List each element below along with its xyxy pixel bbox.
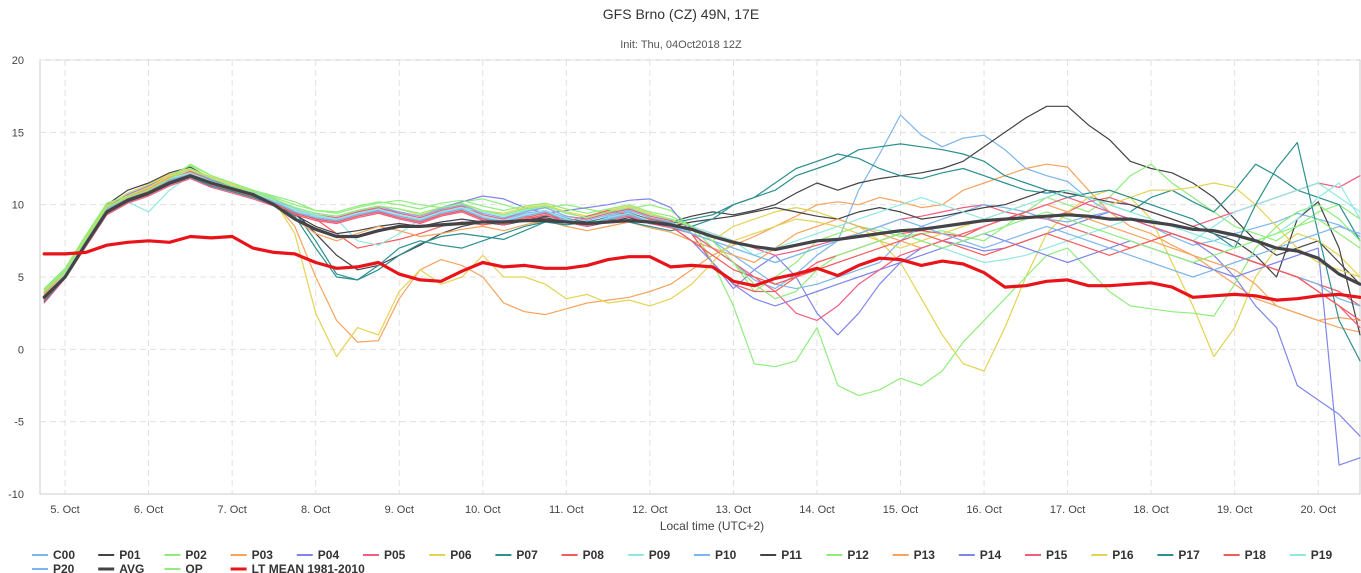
- legend-item-p06[interactable]: P06: [429, 548, 472, 562]
- x-tick-label: 15. Oct: [883, 504, 918, 516]
- legend-label: AVG: [119, 562, 144, 573]
- legend-item-p14[interactable]: P14: [958, 548, 1002, 562]
- legend-item-p01[interactable]: P01: [98, 548, 141, 562]
- x-tick-label: 11. Oct: [549, 504, 584, 516]
- legend-label: OP: [185, 562, 202, 573]
- legend-label: P06: [450, 548, 472, 562]
- legend-label: P16: [1112, 548, 1134, 562]
- x-tick-label: 10. Oct: [465, 504, 500, 516]
- legend-item-p04[interactable]: P04: [296, 548, 340, 562]
- legend-label: P15: [1046, 548, 1068, 562]
- legend-item-p10[interactable]: P10: [694, 548, 737, 562]
- legend-label: P11: [781, 548, 802, 562]
- series-line-p15: [43, 178, 1361, 329]
- legend-item-p09[interactable]: P09: [627, 548, 671, 562]
- legend-label: P01: [119, 548, 141, 562]
- legend[interactable]: C00 P01 P02 P03 P04 P05 P06 P07 P08 P09 P10 P11 P12 P…: [32, 548, 1332, 573]
- legend-item-p02[interactable]: P02: [164, 548, 207, 562]
- legend-item-p19[interactable]: P19: [1289, 548, 1333, 562]
- x-axis-title: Local time (UTC+2): [660, 519, 764, 533]
- chart-title: GFS Brno (CZ) 49N, 17E: [603, 6, 759, 22]
- x-tick-label: 19. Oct: [1217, 504, 1252, 516]
- legend-item-p08[interactable]: P08: [561, 548, 605, 562]
- x-tick-label: 7. Oct: [217, 504, 246, 516]
- legend-label: P05: [384, 548, 406, 562]
- legend-item-p16[interactable]: P16: [1091, 548, 1134, 562]
- legend-label: P02: [185, 548, 207, 562]
- x-tick-label: 18. Oct: [1133, 504, 1168, 516]
- legend-label: P09: [649, 548, 671, 562]
- series-line-avg: [42, 174, 1361, 299]
- legend-label: P04: [318, 548, 340, 562]
- x-tick-label: 5. Oct: [50, 504, 79, 516]
- legend-label: P03: [252, 548, 274, 562]
- legend-item-p20[interactable]: P20: [32, 562, 75, 573]
- legend-item-p05[interactable]: P05: [363, 548, 406, 562]
- y-tick-label: -5: [14, 417, 24, 429]
- legend-item-lt-mean-1981-2010[interactable]: LT MEAN 1981-2010: [230, 562, 365, 573]
- legend-item-p15[interactable]: P15: [1025, 548, 1068, 562]
- legend-item-p18[interactable]: P18: [1223, 548, 1267, 562]
- legend-label: P08: [583, 548, 605, 562]
- legend-label: P18: [1245, 548, 1267, 562]
- legend-item-p03[interactable]: P03: [230, 548, 274, 562]
- grid-lines: [40, 59, 1360, 494]
- y-tick-label: 15: [12, 127, 24, 139]
- legend-label: P19: [1311, 548, 1333, 562]
- y-axis-ticks: -10 -5 0 5 10 15 20: [8, 55, 24, 501]
- chart-subtitle: Init: Thu, 04Oct2018 12Z: [620, 39, 742, 51]
- series-line-lt-mean-1981-2010: [42, 234, 1361, 302]
- x-tick-label: 8. Oct: [301, 504, 330, 516]
- y-tick-label: 20: [12, 55, 24, 67]
- legend-label: P14: [980, 548, 1002, 562]
- legend-label: C00: [53, 548, 75, 562]
- x-tick-label: 16. Oct: [966, 504, 1001, 516]
- legend-label: P12: [847, 548, 869, 562]
- legend-label: P10: [715, 548, 737, 562]
- legend-item-p17[interactable]: P17: [1157, 548, 1200, 562]
- legend-item-op[interactable]: OP: [164, 562, 203, 573]
- y-tick-label: -10: [8, 489, 24, 501]
- series-lines: [42, 105, 1361, 466]
- y-tick-label: 5: [18, 272, 24, 284]
- legend-item-c00[interactable]: C00: [32, 548, 75, 562]
- x-tick-label: 12. Oct: [632, 504, 667, 516]
- y-tick-label: 0: [18, 344, 24, 356]
- x-tick-label: 14. Oct: [799, 504, 834, 516]
- legend-label: P20: [53, 562, 75, 573]
- legend-label: P07: [516, 548, 538, 562]
- x-axis-ticks: 5. Oct 6. Oct 7. Oct 8. Oct 9. Oct 10. Oct 11.…: [50, 504, 1336, 516]
- x-tick-label: 20. Oct: [1300, 504, 1335, 516]
- y-tick-label: 10: [12, 200, 24, 212]
- x-tick-label: 17. Oct: [1050, 504, 1085, 516]
- legend-label: P13: [914, 548, 936, 562]
- x-tick-label: 13. Oct: [716, 504, 751, 516]
- x-tick-label: 6. Oct: [134, 504, 163, 516]
- legend-item-p12[interactable]: P12: [826, 548, 869, 562]
- legend-item-p13[interactable]: P13: [892, 548, 936, 562]
- legend-label: P17: [1178, 548, 1200, 562]
- legend-item-p11[interactable]: P11: [760, 548, 802, 562]
- legend-item-p07[interactable]: P07: [495, 548, 538, 562]
- x-tick-label: 9. Oct: [385, 504, 414, 516]
- legend-item-avg[interactable]: AVG: [98, 562, 144, 573]
- legend-label: LT MEAN 1981-2010: [252, 562, 365, 573]
